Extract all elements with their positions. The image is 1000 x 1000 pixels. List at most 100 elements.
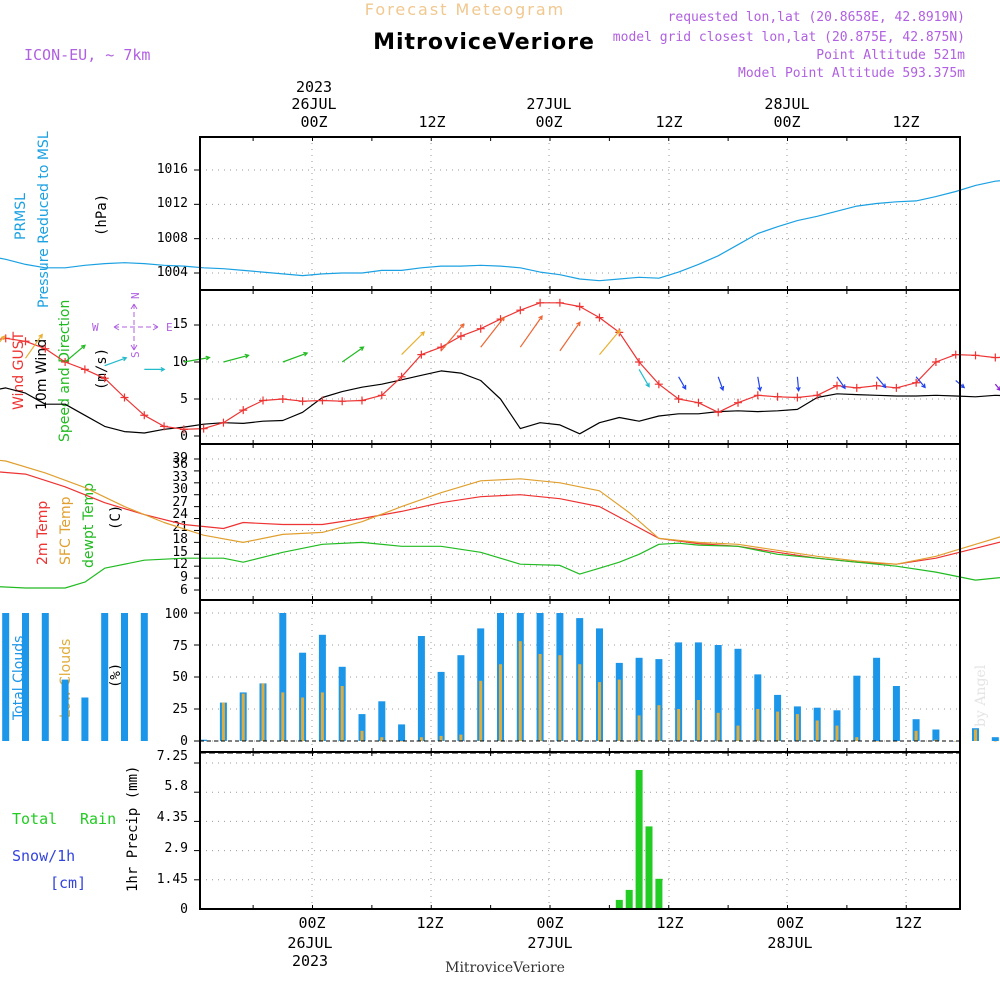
bottom-time-6: 12Z bbox=[894, 914, 921, 932]
wind-direction-arrow bbox=[282, 351, 309, 363]
tick-label: 7.25 bbox=[157, 749, 188, 764]
bottom-station: MitroviceVeriore bbox=[445, 960, 565, 976]
gust-point bbox=[813, 391, 822, 400]
low-cloud-bar bbox=[380, 737, 384, 741]
total-cloud-bar bbox=[101, 613, 109, 741]
wind-direction-arrow bbox=[638, 369, 650, 388]
gust-point bbox=[377, 391, 386, 400]
temp-unit: (C) bbox=[108, 505, 124, 530]
temp-panel-frame bbox=[199, 443, 961, 601]
total-cloud-bar bbox=[41, 613, 49, 741]
total-cloud-bar bbox=[358, 714, 366, 741]
pressure-panel-frame bbox=[199, 136, 961, 291]
tick-label: 75 bbox=[172, 639, 188, 654]
gust-point bbox=[555, 298, 564, 307]
pressure-label-1: PRMSL bbox=[13, 193, 29, 240]
gust-point bbox=[931, 358, 940, 366]
rain-label: Rain bbox=[80, 810, 116, 828]
gust-point bbox=[278, 395, 287, 403]
gust-point bbox=[971, 351, 980, 360]
low-cloud-bar bbox=[340, 686, 344, 741]
low-cloud-bar bbox=[934, 739, 938, 741]
gust-point bbox=[654, 380, 663, 389]
tick-label: 50 bbox=[172, 670, 188, 685]
gust-point bbox=[357, 396, 366, 405]
total-cloud-bar bbox=[912, 719, 920, 741]
tick-label: 12 bbox=[172, 557, 188, 572]
low-cloud-bar bbox=[459, 734, 463, 741]
wind-direction-arrow bbox=[559, 321, 581, 352]
pressure-label-2: Pressure Reduced to MSL bbox=[36, 131, 52, 308]
tick-label: 0 bbox=[180, 429, 188, 444]
gust-point bbox=[951, 350, 960, 359]
total-cloud-bar bbox=[457, 655, 465, 741]
low-cloud-bar bbox=[241, 693, 245, 741]
total-cloud-bar bbox=[378, 701, 386, 741]
plot-layer bbox=[0, 136, 1000, 910]
low-cloud-bar bbox=[795, 714, 799, 741]
top-time-1: 00Z bbox=[300, 113, 327, 131]
total-cloud-bar bbox=[22, 613, 29, 741]
model-altitude: Model Point Altitude 593.375m bbox=[738, 66, 965, 81]
tick-label: 39 bbox=[172, 451, 188, 466]
wind-direction-arrow bbox=[757, 376, 763, 392]
tick-label: 5.8 bbox=[165, 779, 188, 794]
low-cloud-bar bbox=[598, 682, 601, 741]
low-cloud-bar bbox=[301, 697, 305, 741]
total-cloud-bar bbox=[299, 652, 307, 741]
gust-point bbox=[239, 406, 248, 415]
wind-direction-arrow bbox=[480, 316, 505, 348]
tick-label: 27 bbox=[172, 495, 188, 510]
low-cloud-bar bbox=[974, 729, 977, 741]
total-cloud-bar bbox=[675, 642, 683, 741]
total-cloud-bar bbox=[121, 613, 128, 741]
wind-direction-arrow bbox=[519, 315, 543, 348]
pressure-ticks: 1004 1008 1012 1016 bbox=[157, 162, 188, 280]
total-cloud-bar bbox=[991, 737, 999, 741]
chart-title-top: Forecast Meteogram bbox=[365, 0, 565, 19]
bottom-year: 2023 bbox=[292, 952, 328, 970]
top-date-3: 28JUL bbox=[764, 95, 809, 113]
tick-label: 25 bbox=[172, 702, 188, 717]
low-cloud-bar bbox=[439, 735, 443, 741]
bottom-time-3: 00Z bbox=[536, 914, 563, 932]
tick-label: 6 bbox=[180, 583, 188, 598]
low-cloud-bar bbox=[954, 741, 958, 742]
pressure-unit: (hPa) bbox=[94, 194, 110, 236]
tick-label: 9 bbox=[180, 570, 188, 585]
bottom-date-1: 26JUL bbox=[287, 934, 332, 952]
gust-point bbox=[872, 381, 881, 390]
tick-label: 18 bbox=[172, 532, 188, 547]
low-cloud-bar bbox=[400, 741, 404, 742]
top-time-2: 12Z bbox=[418, 113, 445, 131]
gust-point bbox=[338, 397, 347, 406]
total-cloud-bar bbox=[734, 648, 742, 741]
low-cloud-bar bbox=[617, 679, 621, 741]
total-cloud-bar bbox=[853, 675, 861, 741]
rain-bar bbox=[655, 878, 663, 909]
top-time-6: 12Z bbox=[892, 113, 919, 131]
closest-coords: model grid closest lon,lat (20.875E, 42.… bbox=[613, 30, 965, 45]
bottom-time-1: 00Z bbox=[298, 914, 325, 932]
gust-label: Wind GUST bbox=[11, 331, 27, 410]
cm-label: [cm] bbox=[50, 874, 86, 892]
gust-point bbox=[753, 391, 762, 400]
top-time-5: 00Z bbox=[773, 113, 800, 131]
low-cloud-bar bbox=[875, 741, 879, 742]
low-cloud-bar bbox=[221, 702, 225, 741]
wind-direction-arrow bbox=[144, 366, 166, 372]
station-title: MitroviceVeriore bbox=[373, 30, 595, 55]
low-cloud-bar bbox=[835, 725, 839, 741]
top-date-1: 26JUL bbox=[291, 95, 336, 113]
dewpt-line bbox=[0, 541, 1000, 589]
top-date-2: 27JUL bbox=[526, 95, 571, 113]
rain-bar bbox=[645, 826, 653, 909]
wind-direction-arrow bbox=[876, 376, 887, 389]
gust-point bbox=[160, 422, 169, 431]
gust-point bbox=[397, 372, 406, 381]
low-cloud-bar bbox=[855, 737, 859, 741]
tick-label: 24 bbox=[172, 507, 188, 522]
low-cloud-bar bbox=[281, 692, 285, 741]
gust-point bbox=[595, 313, 604, 322]
